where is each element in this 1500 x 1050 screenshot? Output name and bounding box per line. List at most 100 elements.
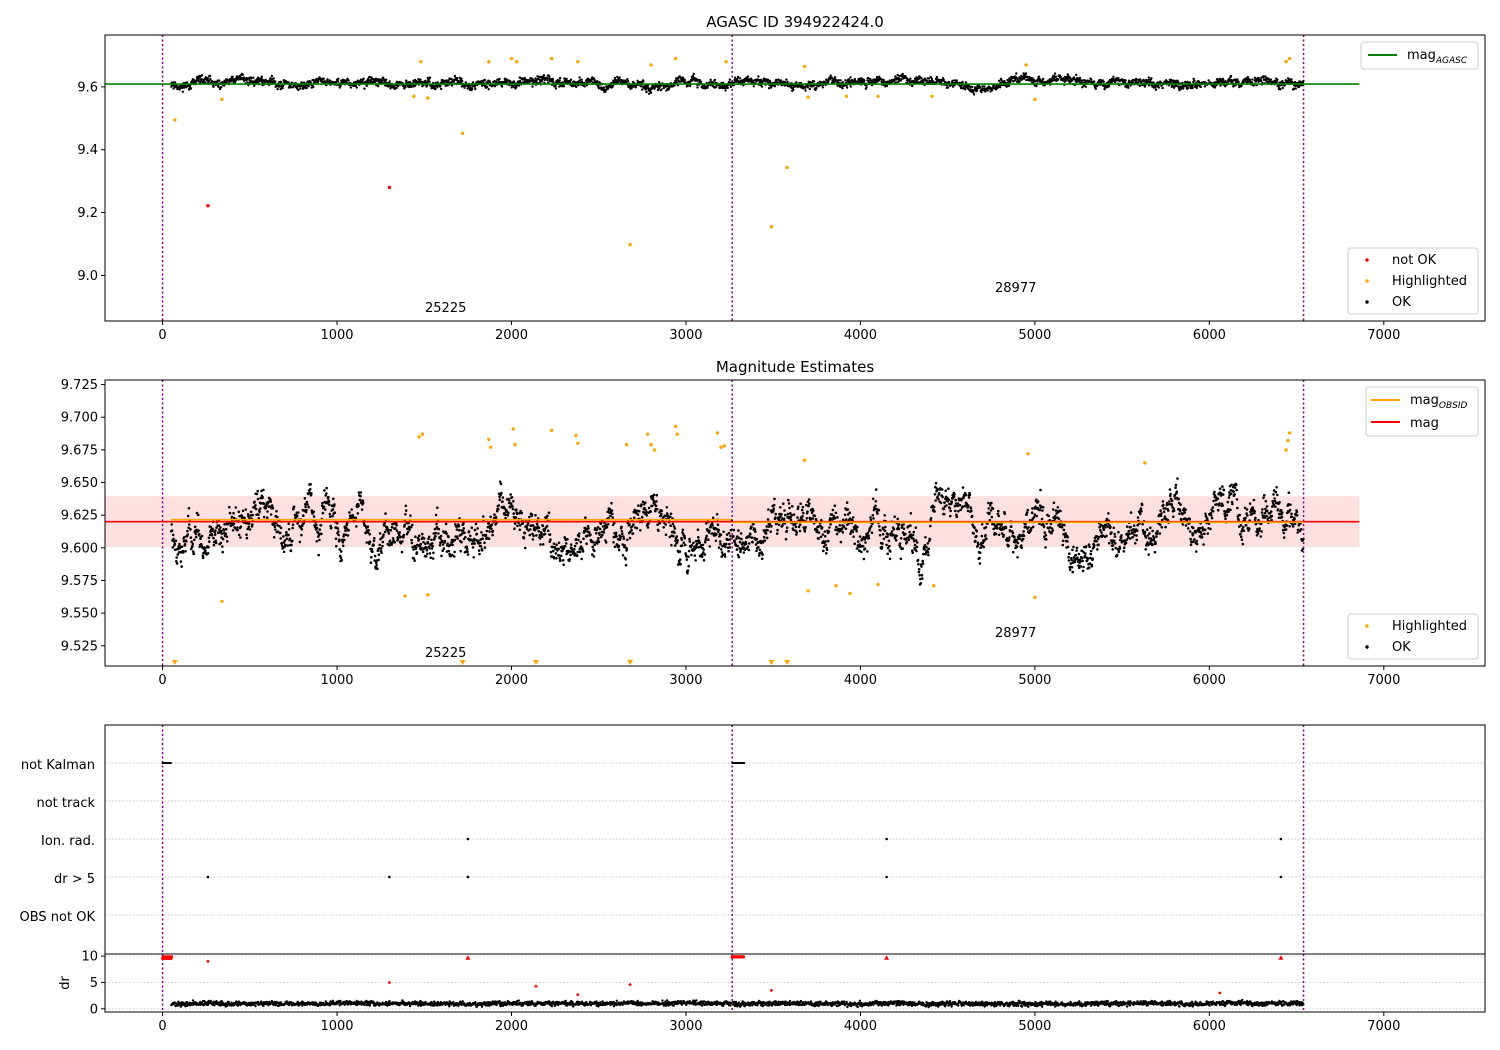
p2-ok-point-227 [257,513,260,516]
p2-ok-point-1099 [591,540,595,544]
p1-ok-point-2107 [980,91,983,94]
p2-ok-point-1541 [762,535,766,539]
p2-ok-point-796 [475,532,479,536]
p1-ok-point-971 [542,74,546,77]
p1-ok-point-235 [260,77,263,80]
panel1-legend-bottom: not OK Highlighted OK [1347,247,1479,315]
p1-ok-point-1162 [616,75,619,79]
p1-ok-point-850 [496,78,499,81]
p2-ok-point-1952 [920,573,924,577]
p2-ok-point-404 [325,492,328,495]
p2-ok-point-1886 [895,534,898,538]
p1-ok-point-1757 [845,86,849,89]
p2-ok-point-1101 [592,555,596,558]
p1-ok-point-1675 [814,88,817,92]
p2-ok-point-1032 [566,538,569,541]
p1-ok-point-2268 [1042,77,1045,81]
p1-ok-point-1708 [827,80,830,83]
p1-ok-point-1991 [935,75,939,79]
p1-ok-point-370 [312,85,315,89]
p2-ok-point-2 [170,529,174,532]
p2-ok-point-493 [359,494,362,498]
p2-ok-point-1302 [669,512,673,516]
p2-ok-point-65 [194,535,198,539]
p2-ok-point-1482 [740,537,743,541]
p1-ok-point-2179 [1007,84,1011,87]
p2-ok-point-197 [245,536,249,540]
p2-ok-point-654 [421,532,424,536]
legend-highlighted-swatch [1365,279,1369,283]
p2-ok-point-1474 [737,529,740,532]
p1-ok-point-2043 [955,79,958,82]
p1-ok-point-1290 [665,89,668,92]
p1-ok-point-549 [380,79,384,82]
p2-ok-point-650 [419,542,423,546]
p1-ok-point-2401 [1093,80,1096,83]
p2-ok-point-1961 [924,536,927,539]
p2-ok-point-1782 [855,530,858,533]
p2-ok-point-1738 [838,524,842,527]
p1-ok-point-110 [212,85,215,89]
p2-ok-point-1701 [824,543,827,547]
p2-ok-point-1089 [588,531,591,534]
p1-highlighted-point-15 [724,60,728,64]
p2-ok-point-1345 [686,571,689,575]
p2-ok-point-417 [330,526,333,529]
p2-ok-point-1245 [647,506,651,510]
p2-ok-point-1591 [782,502,785,506]
p2-ok-point-810 [480,549,484,552]
p2-ok-point-1263 [654,504,658,508]
p2-ok-point-274 [275,509,278,513]
p1-ok-point-286 [279,80,283,84]
p2-ok-point-693 [436,506,439,510]
p2-ok-point-1642 [801,505,805,509]
p2-ok-point-4 [171,546,175,549]
p2-ok-point-1669 [812,509,815,512]
p2-ok-point-1949 [919,582,923,585]
p1-ok-point-949 [534,77,537,80]
p2-ok-point-1009 [557,547,560,551]
p2-ok-point-1580 [777,523,781,527]
p2-ok-point-632 [412,557,416,560]
p2-ok-point-1617 [792,528,795,531]
p2-ok-point-1593 [782,517,786,520]
p2-ok-point-673 [428,546,431,550]
p2-ok-point-34 [183,536,186,539]
p2-ok-point-1764 [848,511,851,514]
p2-ok-point-1317 [675,535,679,538]
p1-ok-point-1250 [649,91,653,94]
p2-ok-point-537 [376,567,379,570]
p1-xtick-label-2000: 2000 [495,328,528,343]
p2-ok-point-689 [434,531,438,535]
p2-ok-point-737 [452,555,456,558]
p2-ok-point-340 [300,528,304,531]
p1-ok-point-282 [278,85,281,88]
p1-ok-point-434 [336,80,340,83]
p2-ok-point-1026 [563,545,567,548]
p1-ok-point-2451 [1112,75,1115,79]
p1-ok-point-2426 [1102,80,1106,84]
p2-ok-point-1022 [562,563,565,566]
p1-ok-point-994 [551,77,554,81]
p2-ok-point-1658 [807,498,811,501]
p2-ok-point-1586 [780,512,783,516]
p1-ok-point-1661 [809,81,812,84]
p2-ok-point-1902 [901,547,904,550]
p1-ok-point-1283 [662,86,665,90]
p2-ok-point-265 [271,506,275,510]
p2-ok-point-1624 [794,525,798,528]
p2-ok-point-625 [409,525,413,529]
p1-ok-point-666 [425,81,429,84]
p2-ok-point-1069 [580,557,583,561]
p2-ok-point-1710 [827,530,831,533]
p2-ok-point-687 [433,527,437,531]
p1-ok-point-1762 [847,78,851,81]
p2-ok-point-723 [447,549,451,553]
p2-ok-point-111 [212,543,216,547]
p2-ok-point-606 [402,533,406,537]
p2-ok-point-1801 [862,557,866,561]
p1-ok-point-1745 [841,87,844,90]
p1-ok-point-468 [349,86,353,89]
p2-ok-point-500 [361,501,365,504]
p2-ok-point-436 [337,533,340,537]
